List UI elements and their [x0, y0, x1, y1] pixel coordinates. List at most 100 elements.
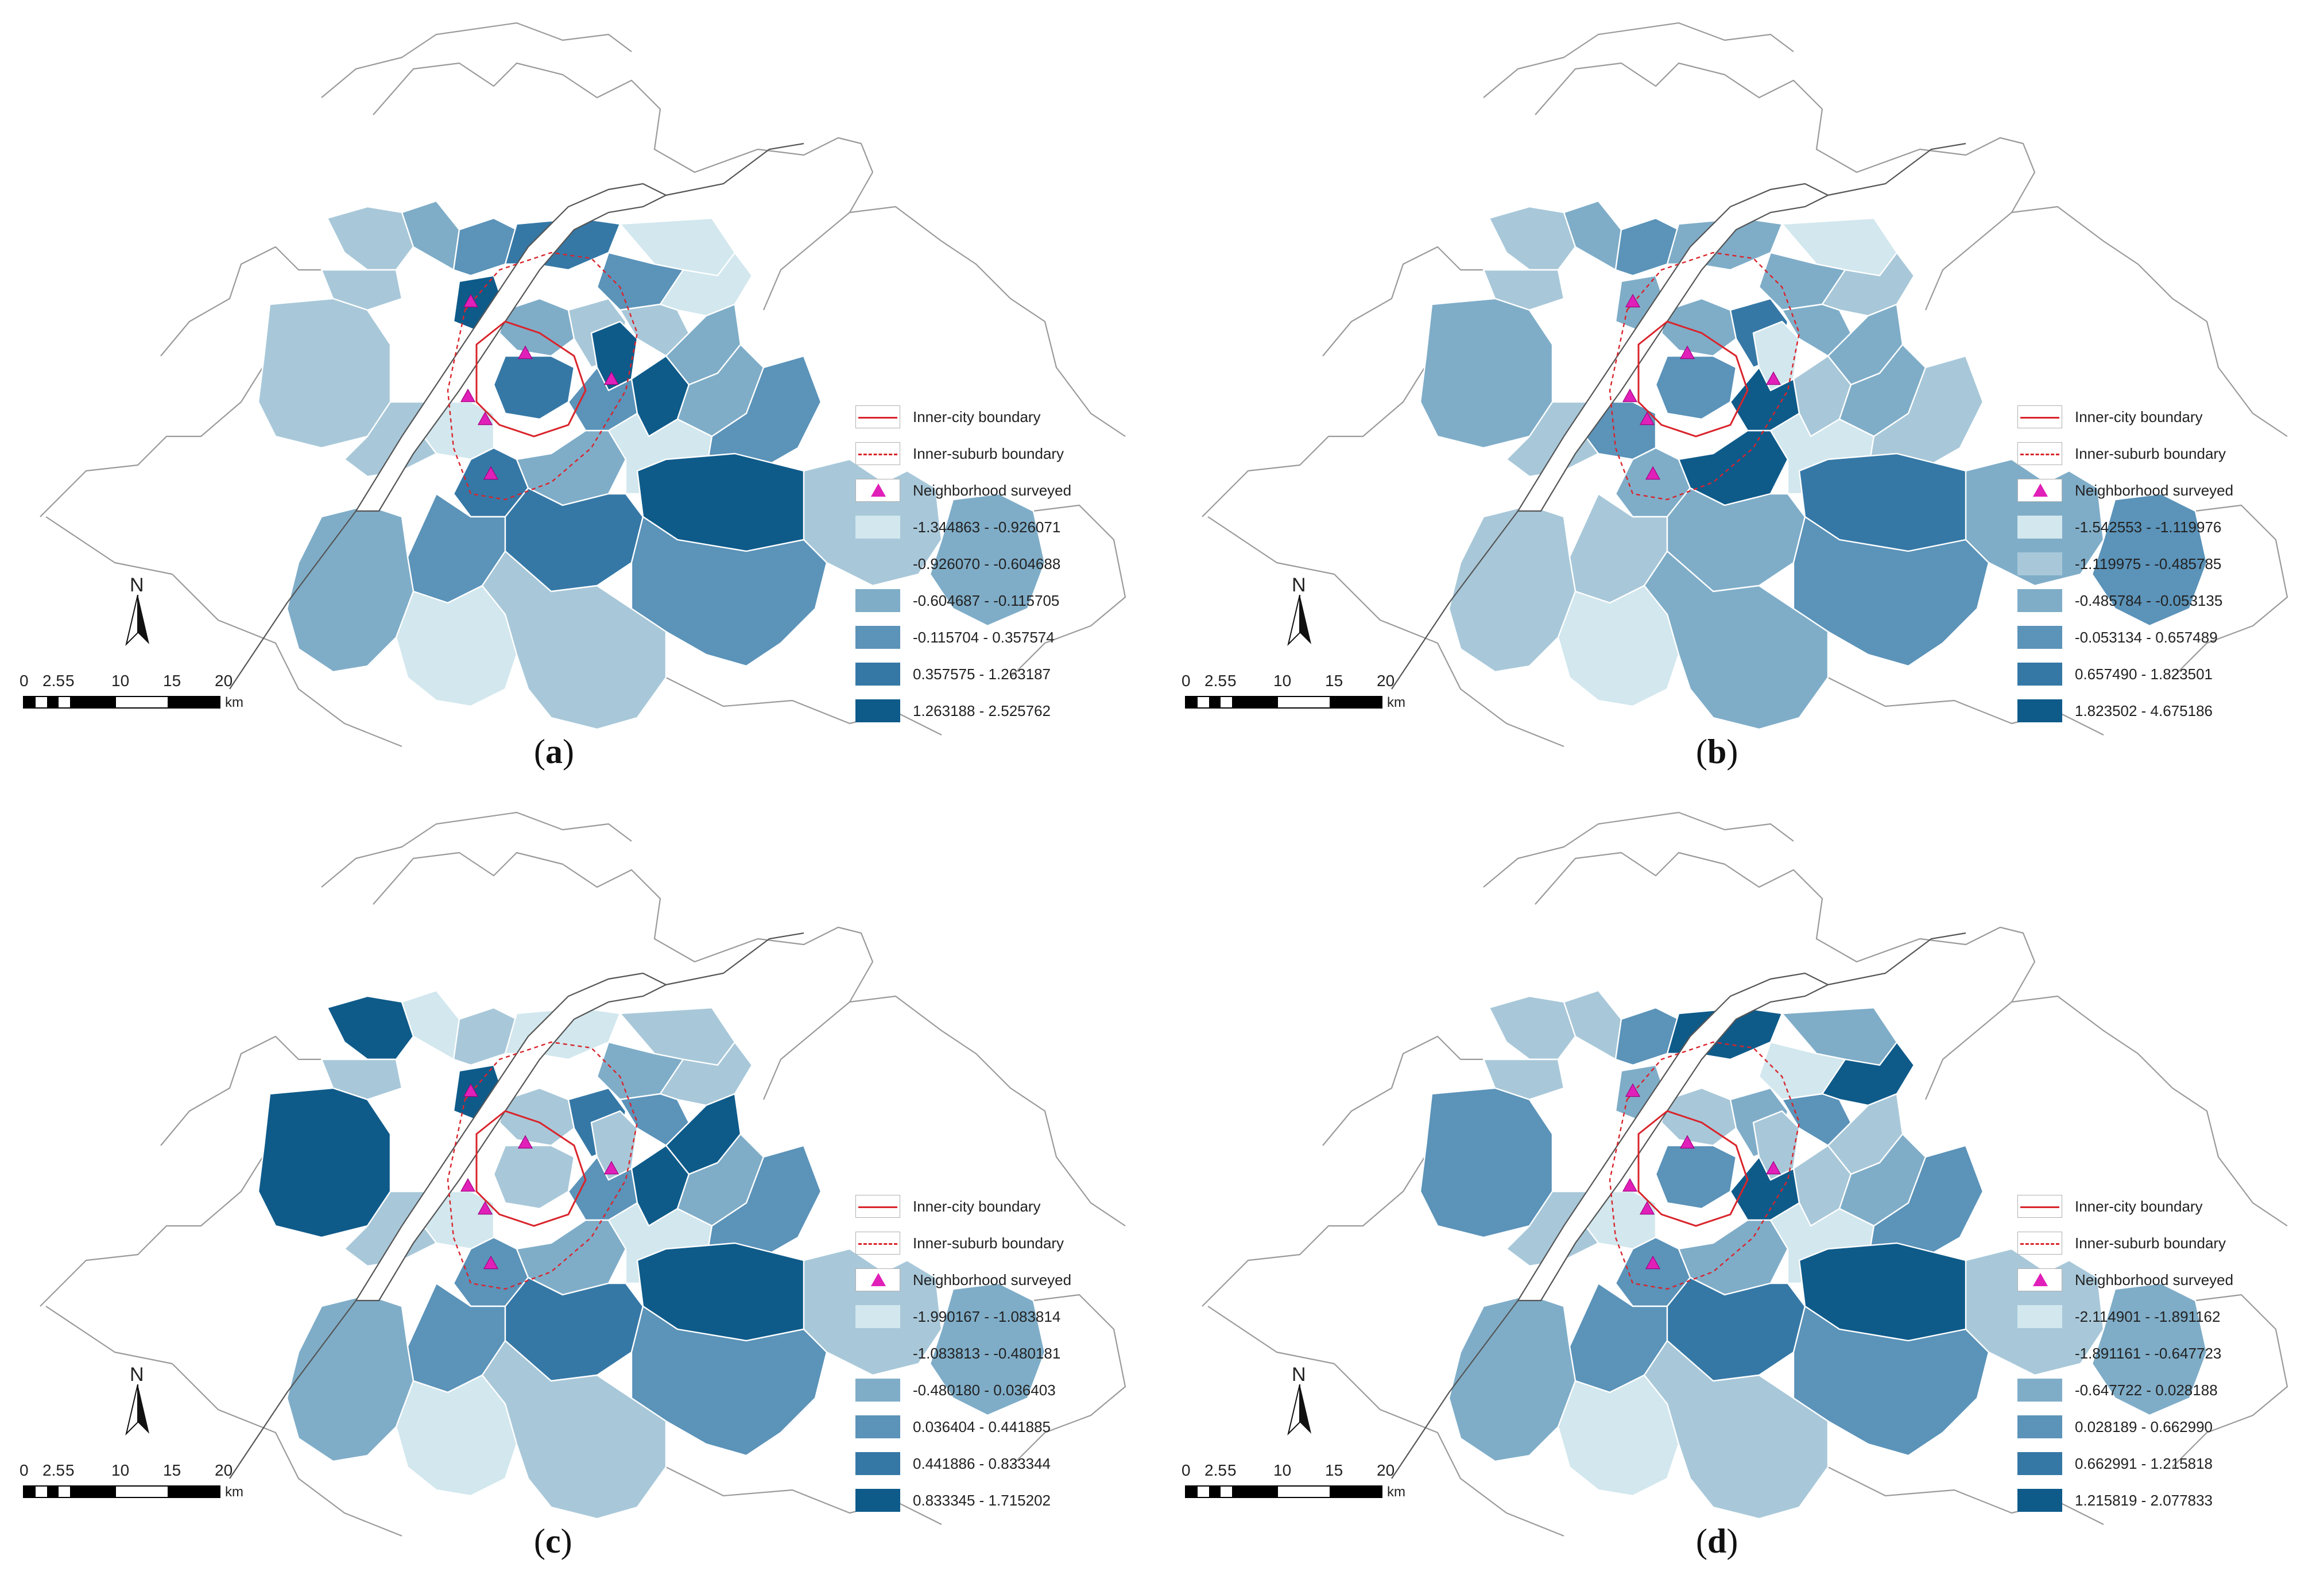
legend-class: -0.480180 - 0.036403	[855, 1375, 1154, 1405]
legend-label: Neighborhood surveyed	[2075, 1271, 2234, 1288]
legend-class: -0.926070 - -0.604688	[855, 549, 1154, 579]
map-panel-b: Inner-city boundary Inner-suburb boundary…	[1162, 0, 2324, 789]
map-region	[929, 493, 1046, 627]
legend-swatch	[2017, 1489, 2062, 1512]
legend-class-label: -1.990167 - -1.083814	[913, 1307, 1061, 1325]
map-region	[395, 585, 518, 707]
legend-symbol	[855, 442, 900, 465]
legend-class: -0.647722 - 0.028188	[2017, 1375, 2316, 1405]
river	[1517, 183, 1830, 512]
legend-symbol	[2017, 1232, 2062, 1255]
scale-bar-segments	[23, 696, 220, 709]
legend-class-label: -1.119975 - -0.485785	[2075, 555, 2222, 572]
scale-tick-label: 20	[1377, 1461, 1395, 1479]
map-region	[257, 297, 392, 449]
legend-item: Inner-suburb boundary	[855, 1228, 1154, 1258]
scale-bar: 0 2.5 5 10 15 20 km	[20, 672, 253, 712]
legend-class-label: -0.604687 - -0.115705	[913, 591, 1060, 609]
river	[355, 972, 668, 1302]
river	[1517, 972, 1830, 1302]
map-region	[1643, 550, 1829, 730]
legend-item: Inner-city boundary	[855, 402, 1154, 432]
scale-tick-label: 0	[1182, 672, 1191, 690]
scale-tick-label: 2.5	[1204, 1461, 1227, 1479]
legend-swatch	[855, 1305, 900, 1328]
legend-item: Inner-city boundary	[2017, 402, 2316, 432]
north-arrow-icon	[1287, 1384, 1311, 1436]
legend-item: Neighborhood surveyed	[855, 475, 1154, 505]
map-region	[1419, 297, 1554, 449]
north-label: N	[130, 1364, 144, 1386]
choropleth-map	[1202, 22, 2288, 748]
legend-label: Inner-suburb boundary	[913, 444, 1064, 462]
scale-tick-label: 10	[1273, 672, 1292, 690]
map-legend: Inner-city boundary Inner-suburb boundary…	[855, 1191, 1154, 1522]
scale-tick-label: 15	[163, 1461, 181, 1479]
panel-letter: c	[545, 1522, 561, 1560]
scale-tick-label: 0	[20, 1461, 29, 1479]
legend-swatch	[855, 1489, 900, 1512]
legend-class: 0.662991 - 1.215818	[2017, 1449, 2316, 1479]
legend-class: 0.028189 - 0.662990	[2017, 1412, 2316, 1442]
surveyed-neighborhood-marker	[1645, 1255, 1661, 1270]
legend-class: -1.542553 - -1.119976	[2017, 512, 2316, 542]
legend-swatch	[2017, 1415, 2062, 1438]
panel-letter: d	[1707, 1522, 1727, 1560]
legend-swatch	[2017, 516, 2062, 539]
map-region	[2091, 1282, 2208, 1417]
scale-tick-label: 15	[1325, 1461, 1343, 1479]
legend-class-label: 0.833345 - 1.715202	[913, 1491, 1051, 1509]
legend-swatch	[2017, 1452, 2062, 1475]
legend-swatch	[2017, 663, 2062, 686]
legend-class-label: 0.036404 - 0.441885	[913, 1418, 1051, 1435]
legend-swatch	[855, 589, 900, 612]
legend-class-label: -0.485784 - -0.053135	[2075, 591, 2223, 609]
map-region	[1557, 585, 1680, 707]
scale-bar-segments	[23, 1485, 220, 1498]
map-region	[493, 1144, 575, 1210]
north-arrow-icon	[1287, 595, 1311, 647]
map-region	[1448, 1294, 1577, 1462]
legend-class: 1.263188 - 2.525762	[855, 696, 1154, 726]
legend-symbol	[855, 1232, 900, 1255]
legend-swatch	[855, 626, 900, 649]
inner-suburb-boundary	[447, 251, 638, 501]
legend-class: -1.990167 - -1.083814	[855, 1302, 1154, 1332]
surveyed-neighborhood-marker	[1765, 1160, 1781, 1175]
legend-item: Inner-suburb boundary	[855, 439, 1154, 469]
north-arrow: N	[121, 574, 155, 647]
legend-class: -1.344863 - -0.926071	[855, 512, 1154, 542]
legend-swatch	[2017, 626, 2062, 649]
legend-class: 1.823502 - 4.675186	[2017, 696, 2316, 726]
inner-suburb-boundary	[447, 1041, 638, 1290]
surveyed-neighborhood-marker	[603, 1160, 619, 1175]
surveyed-neighborhood-marker	[483, 466, 499, 480]
map-region	[401, 989, 460, 1061]
surveyed-neighborhood-marker	[517, 1135, 533, 1149]
legend-class-label: -0.115704 - 0.357574	[913, 628, 1055, 646]
legend-class-label: 0.657490 - 1.823501	[2075, 665, 2213, 683]
map-region	[1488, 206, 1577, 271]
map-region	[326, 206, 415, 271]
legend-swatch	[855, 663, 900, 686]
legend-class-label: -0.053134 - 0.657489	[2075, 628, 2218, 646]
choropleth-map	[40, 22, 1126, 748]
legend-class: -1.083813 - -0.480181	[855, 1338, 1154, 1368]
map-region	[929, 1282, 1046, 1417]
map-region	[1655, 1144, 1737, 1210]
north-label: N	[130, 574, 144, 596]
river	[355, 183, 668, 512]
legend-label: Inner-suburb boundary	[2075, 444, 2226, 462]
legend-class-label: -1.344863 - -0.926071	[913, 518, 1061, 536]
legend-class-label: 1.263188 - 2.525762	[913, 702, 1051, 719]
map-region	[1655, 355, 1737, 420]
legend-item: Neighborhood surveyed	[855, 1265, 1154, 1295]
legend-swatch	[2017, 552, 2062, 575]
surveyed-neighborhood-marker	[603, 371, 619, 385]
scale-bar: 0 2.5 5 10 15 20 km	[1182, 672, 1415, 712]
map-region	[326, 995, 415, 1061]
map-region	[286, 504, 415, 673]
legend-class-label: 1.823502 - 4.675186	[2075, 702, 2213, 719]
legend-swatch	[855, 1452, 900, 1475]
surveyed-neighborhood-marker	[483, 1255, 499, 1270]
